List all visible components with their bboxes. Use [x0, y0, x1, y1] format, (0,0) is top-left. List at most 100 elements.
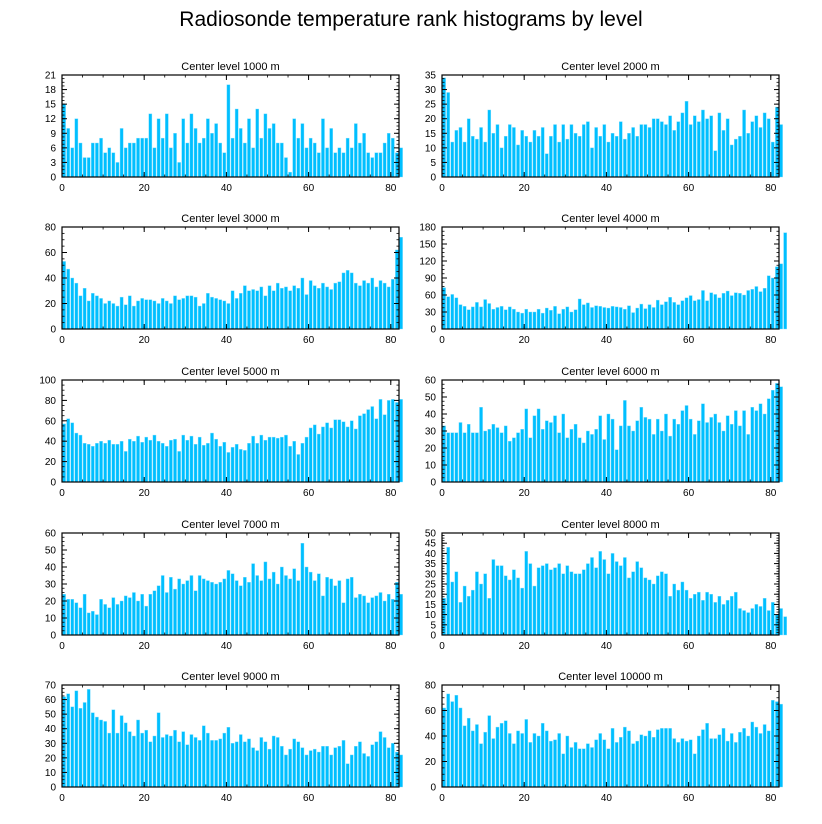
panel-3-bar — [284, 286, 288, 330]
panel-6-bar — [762, 413, 767, 483]
panel-10-bar — [545, 730, 549, 788]
panel-7-bar — [308, 571, 313, 636]
panel-7-ytick-label: 40 — [45, 563, 57, 574]
panel-1-bar — [78, 142, 83, 178]
panel-3-bar — [185, 295, 190, 330]
panel-6-xtick-label: 60 — [683, 488, 695, 499]
panel-5-bar — [226, 452, 231, 483]
panel-6-bar — [623, 400, 627, 483]
panel-1-ytick-label: 0 — [50, 173, 56, 184]
panel-10-bar — [762, 724, 767, 788]
panel-9-bar — [95, 716, 99, 788]
panel-8-bar — [729, 596, 734, 636]
panel-8-ytick-label: 5 — [430, 620, 436, 631]
panel-7-bar — [304, 566, 309, 636]
panel-3-bar — [391, 279, 395, 330]
panel-10-bar — [454, 695, 459, 788]
panel-1-bar — [173, 133, 177, 178]
panel-8-bar — [688, 598, 693, 636]
panel-6-bar — [610, 418, 615, 483]
panel-4-bar — [549, 310, 553, 330]
panel-1-bar — [341, 152, 346, 178]
panel-1-bar — [123, 147, 128, 178]
panel-4-bar — [524, 308, 529, 330]
panel-4-bar — [508, 306, 512, 330]
panel-8-bar — [721, 604, 726, 636]
panel-3-bar — [349, 272, 354, 330]
panel-8-bar — [717, 596, 722, 636]
panel-1-bar — [308, 137, 313, 178]
panel-4-bar — [754, 286, 759, 330]
panel-4-bar — [471, 306, 475, 330]
panel-5-bar — [349, 420, 354, 483]
panel-10-bar — [594, 739, 598, 788]
panel-10-bar — [479, 743, 483, 788]
panel-2-bar — [590, 147, 594, 178]
panel-10-bar — [680, 738, 685, 788]
panel-5-bar — [296, 454, 301, 483]
panel-8-title: Center level 8000 m — [561, 519, 659, 531]
panel-7-bar — [325, 577, 329, 636]
panel-8-bar — [606, 573, 611, 636]
panel-7-bar — [382, 600, 387, 636]
panel-1-bar — [317, 152, 321, 178]
panel-6-bar — [738, 425, 742, 483]
panel-1-xtick-label: 80 — [385, 183, 397, 194]
panel-2-xtick-label: 80 — [765, 183, 777, 194]
panel-5-bar — [395, 402, 399, 483]
panel-4-bar — [766, 275, 771, 330]
panel-8-bar — [508, 579, 512, 636]
panel-4-bar — [479, 306, 483, 330]
panel-8-bar — [754, 604, 759, 636]
panel-8-ytick-label: 40 — [425, 549, 437, 560]
panel-4-bar — [540, 312, 545, 330]
panel-9-bar — [156, 712, 161, 788]
panel-10-bar — [582, 748, 586, 788]
panel-5-bar — [333, 419, 338, 483]
panel-6-bar — [680, 410, 685, 483]
panel-10-bar — [631, 743, 635, 788]
panel-1-bar — [99, 137, 103, 178]
panel-5-bar — [378, 399, 383, 483]
panel-2-bar — [471, 135, 475, 178]
panel-2-bar — [549, 135, 553, 178]
panel-8-bar — [458, 602, 463, 636]
panel-3-bar — [247, 290, 251, 330]
panel-5-bar — [206, 443, 210, 483]
panel-7-bar — [218, 582, 222, 636]
panel-9-xtick-label: 0 — [59, 793, 65, 804]
panel-10-xtick-label: 20 — [519, 793, 531, 804]
panel-2-bar — [602, 124, 607, 178]
panel-10-bar — [623, 726, 627, 788]
panel-8-bar — [750, 608, 755, 636]
panel-3-bar — [304, 294, 309, 330]
panel-4-bar — [619, 307, 623, 330]
panel-6-ytick-label: 60 — [425, 376, 437, 387]
panel-7-bar — [271, 571, 276, 636]
panel-7-bar — [148, 594, 153, 636]
panel-2-bar — [454, 130, 459, 178]
panel-7-xtick-label: 80 — [385, 641, 397, 652]
panel-10-bar — [750, 721, 755, 788]
panel-7-bar — [91, 611, 95, 636]
panel-3-bar — [341, 272, 346, 330]
panel-4-ytick-label: 150 — [419, 240, 436, 251]
panel-10-bar — [643, 735, 648, 788]
panel-3-bar — [300, 277, 305, 330]
panel-3-xtick-label: 0 — [59, 335, 65, 346]
panel-6-bar — [754, 410, 759, 483]
panel-6-bar — [569, 429, 574, 483]
panel-8-bar — [553, 567, 557, 636]
panel-1-bar — [206, 118, 210, 178]
panel-7-bar — [128, 597, 132, 636]
panel-9-bar — [86, 689, 91, 788]
panel-10-xtick-label: 80 — [765, 793, 777, 804]
panel-3-bar — [202, 303, 206, 330]
panel-9-bar — [288, 748, 292, 788]
panel-10-bar — [495, 726, 500, 788]
panel-8-bar — [491, 559, 496, 636]
panel-1-bar — [333, 152, 338, 178]
panel-2-bar — [668, 115, 672, 178]
panel-9-bar — [103, 721, 107, 788]
panel-9-ytick-label: 30 — [45, 739, 57, 750]
